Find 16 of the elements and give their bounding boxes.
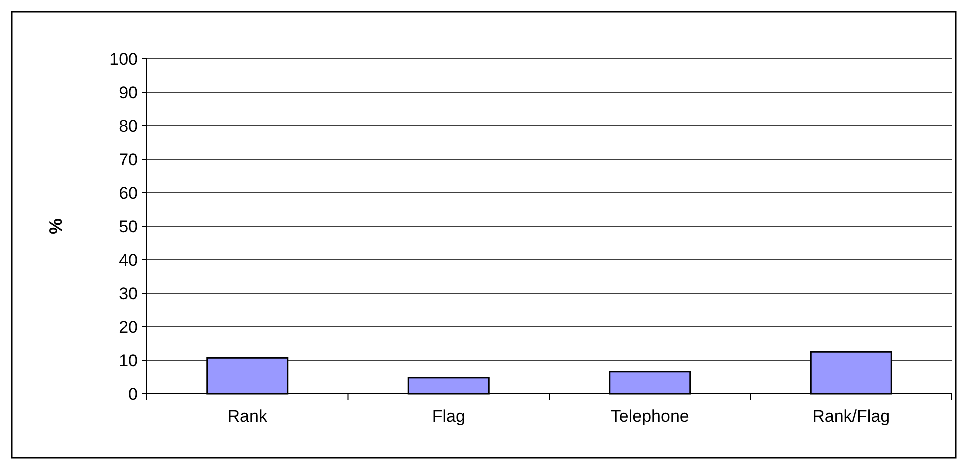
y-tick-label: 100	[110, 50, 138, 69]
y-axis-title: %	[46, 218, 66, 235]
y-tick-label: 60	[119, 184, 138, 203]
x-tick-label: Flag	[432, 407, 466, 426]
y-tick-label: 70	[119, 150, 138, 170]
y-tick-label: 30	[119, 284, 138, 304]
x-tick-label: Rank	[228, 407, 268, 426]
y-tick-label: 20	[119, 318, 138, 337]
y-tick-label: 10	[119, 351, 138, 370]
y-tick-label: 90	[119, 83, 138, 102]
y-tick-label: 0	[128, 384, 138, 404]
y-tick-label: 50	[119, 217, 138, 236]
y-tick-label: 40	[119, 250, 138, 270]
y-tick-label: 80	[119, 116, 138, 136]
x-tick-label: Rank/Flag	[812, 407, 890, 426]
x-tick-label: Telephone	[610, 407, 690, 426]
